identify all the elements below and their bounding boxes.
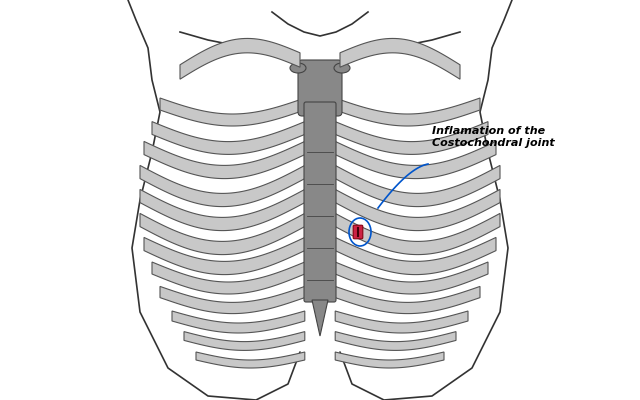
Polygon shape bbox=[335, 352, 444, 368]
Ellipse shape bbox=[334, 63, 350, 73]
FancyBboxPatch shape bbox=[304, 102, 336, 302]
Polygon shape bbox=[160, 286, 305, 314]
Polygon shape bbox=[335, 122, 488, 154]
Polygon shape bbox=[335, 98, 480, 126]
Polygon shape bbox=[335, 311, 468, 333]
Ellipse shape bbox=[290, 63, 306, 73]
Polygon shape bbox=[140, 213, 305, 254]
Polygon shape bbox=[172, 311, 305, 333]
Polygon shape bbox=[335, 166, 500, 206]
Polygon shape bbox=[184, 332, 305, 350]
Polygon shape bbox=[335, 332, 456, 350]
Polygon shape bbox=[196, 352, 305, 368]
Polygon shape bbox=[335, 286, 480, 314]
Polygon shape bbox=[180, 38, 300, 79]
Polygon shape bbox=[312, 300, 328, 336]
Polygon shape bbox=[144, 142, 305, 178]
FancyBboxPatch shape bbox=[353, 225, 363, 239]
Polygon shape bbox=[335, 237, 496, 274]
Polygon shape bbox=[335, 142, 496, 178]
Polygon shape bbox=[144, 237, 305, 274]
Polygon shape bbox=[152, 262, 305, 294]
Polygon shape bbox=[152, 122, 305, 154]
Polygon shape bbox=[160, 98, 305, 126]
FancyBboxPatch shape bbox=[298, 60, 342, 116]
Polygon shape bbox=[140, 190, 305, 230]
Text: Inflamation of the
Costochondral joint: Inflamation of the Costochondral joint bbox=[432, 126, 555, 148]
Polygon shape bbox=[335, 213, 500, 254]
Polygon shape bbox=[335, 190, 500, 230]
Polygon shape bbox=[335, 262, 488, 294]
Polygon shape bbox=[340, 38, 460, 79]
Polygon shape bbox=[140, 166, 305, 206]
